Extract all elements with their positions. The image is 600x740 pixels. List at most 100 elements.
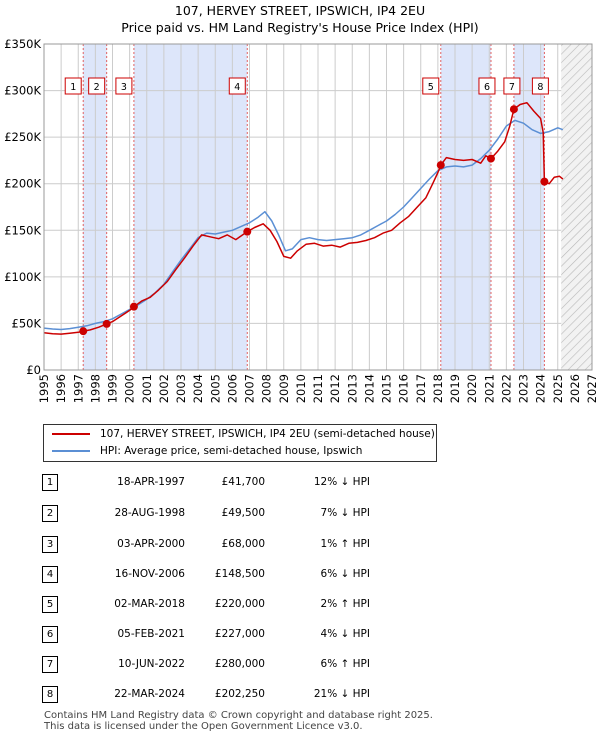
- x-tick-label: 2023: [517, 374, 531, 403]
- x-tick-label: 2021: [482, 374, 496, 403]
- sale-price: £202,250: [214, 688, 265, 700]
- shaded-band: [513, 44, 545, 370]
- x-tick-label: 2006: [225, 374, 239, 403]
- table-row: 7 10-JUN-2022 £280,000 6% ↑ HPI: [0, 654, 600, 676]
- legend-item-property: 107, HERVEY STREET, IPSWICH, IP4 2EU (se…: [52, 426, 435, 442]
- sale-point-4: [243, 227, 252, 236]
- table-row: 5 02-MAR-2018 £220,000 2% ↑ HPI: [0, 594, 600, 616]
- sale-marker-box-2: [88, 77, 106, 95]
- x-tick-label: 2000: [123, 374, 137, 403]
- x-tick-label: 2011: [311, 374, 325, 403]
- sale-marker-label-2: 2: [94, 82, 100, 93]
- table-row: 3 03-APR-2000 £68,000 1% ↑ HPI: [0, 534, 600, 556]
- legend-swatch-hpi: [52, 450, 90, 452]
- sale-price: £49,500: [221, 507, 265, 519]
- x-tick-label: 2004: [191, 374, 205, 403]
- sale-hpi-diff: 4% ↓ HPI: [320, 628, 370, 640]
- sale-price: £220,000: [214, 598, 265, 610]
- x-tick-label: 2010: [294, 374, 308, 403]
- legend-item-hpi: HPI: Average price, semi-detached house,…: [52, 443, 362, 459]
- shaded-band: [133, 44, 248, 370]
- sale-marker-label-1: 1: [70, 82, 76, 93]
- legend-label-property: 107, HERVEY STREET, IPSWICH, IP4 2EU (se…: [100, 428, 435, 440]
- y-tick-label: £50K: [12, 316, 42, 330]
- y-tick-label: £200K: [4, 177, 41, 191]
- sale-marker-label-8: 8: [537, 82, 543, 93]
- x-tick-label: 2024: [534, 374, 548, 403]
- sale-marker-label-4: 4: [234, 82, 240, 93]
- sale-hpi-diff: 6% ↑ HPI: [320, 658, 370, 670]
- x-tick-label: 2008: [260, 374, 274, 403]
- y-tick-label: £100K: [4, 270, 41, 284]
- sale-price: £41,700: [221, 476, 265, 488]
- x-tick-label: 2002: [157, 374, 171, 403]
- x-tick-label: 1999: [106, 374, 120, 403]
- x-tick-label: 2007: [243, 374, 257, 403]
- x-tick-label: 2027: [585, 374, 599, 403]
- sale-hpi-diff: 2% ↑ HPI: [320, 598, 370, 610]
- x-tick-label: 2015: [380, 374, 394, 403]
- sale-point-6: [486, 154, 495, 163]
- sale-marker-label-5: 5: [428, 82, 434, 93]
- sale-date: 02-MAR-2018: [114, 598, 185, 610]
- sale-point-1: [79, 327, 88, 336]
- legend: 107, HERVEY STREET, IPSWICH, IP4 2EU (se…: [43, 424, 437, 462]
- sale-marker-box-6: [478, 77, 496, 95]
- sale-marker-box-3: [115, 77, 133, 95]
- sale-number-badge: 8: [42, 686, 58, 703]
- x-tick-label: 2003: [174, 374, 188, 403]
- x-tick-label: 2009: [277, 374, 291, 403]
- sale-marker-box-8: [531, 77, 549, 95]
- sale-number-badge: 5: [42, 596, 58, 613]
- chart-title-block: 107, HERVEY STREET, IPSWICH, IP4 2EU Pri…: [0, 2, 600, 36]
- x-tick-label: 2018: [431, 374, 445, 403]
- sale-hpi-diff: 12% ↓ HPI: [313, 476, 370, 488]
- chart-title: 107, HERVEY STREET, IPSWICH, IP4 2EU: [174, 3, 426, 18]
- sale-marker-box-1: [64, 77, 82, 95]
- sale-date: 16-NOV-2006: [114, 568, 185, 580]
- price-chart: 1 2 3 4 5 6 7 8 £0 £50K £100K £150K £200K £250K £300K…: [4, 38, 599, 403]
- sale-marker-box-7: [503, 77, 521, 95]
- sale-price: £148,500: [214, 568, 265, 580]
- sale-date: 28-AUG-1998: [114, 507, 185, 519]
- sale-point-2: [102, 319, 111, 328]
- chart-subtitle: Price paid vs. HM Land Registry's House …: [121, 20, 479, 35]
- sale-date: 03-APR-2000: [117, 538, 185, 550]
- y-tick-label: £250K: [4, 130, 41, 144]
- y-tick-label: £300K: [4, 84, 41, 98]
- y-tick-label: £150K: [4, 223, 41, 237]
- sale-point-3: [129, 302, 138, 311]
- shaded-band: [440, 44, 491, 370]
- legend-swatch-property: [52, 433, 90, 435]
- sale-date: 05-FEB-2021: [117, 628, 185, 640]
- sale-marker-box-5: [422, 77, 440, 95]
- sale-number-badge: 1: [42, 474, 58, 491]
- sale-hpi-diff: 21% ↓ HPI: [313, 688, 370, 700]
- sale-number-badge: 3: [42, 536, 58, 553]
- footer-licence: This data is licensed under the Open Gov…: [44, 721, 363, 732]
- x-tick-label: 2001: [140, 374, 154, 403]
- sale-number-badge: 4: [42, 566, 58, 583]
- x-tick-label: 2026: [568, 374, 582, 403]
- x-tick-label: 2014: [362, 374, 376, 403]
- legend-label-hpi: HPI: Average price, semi-detached house,…: [100, 445, 363, 457]
- sale-date: 10-JUN-2022: [118, 658, 185, 670]
- x-tick-label: 1998: [88, 374, 102, 403]
- sale-price: £280,000: [214, 658, 265, 670]
- y-tick-label: £350K: [4, 38, 41, 51]
- sale-marker-label-6: 6: [484, 82, 490, 93]
- sale-marker-box-4: [228, 77, 246, 95]
- sale-point-7: [509, 105, 518, 114]
- x-tick-label: 2016: [397, 374, 411, 403]
- x-tick-label: 2013: [345, 374, 359, 403]
- plot-frame: [43, 43, 593, 371]
- sale-hpi-diff: 7% ↓ HPI: [320, 507, 370, 519]
- x-tick-label: 2019: [448, 374, 462, 403]
- sale-price: £227,000: [214, 628, 265, 640]
- sale-point-8: [540, 177, 549, 186]
- x-tick-label: 2017: [414, 374, 428, 403]
- x-tick-label: 2022: [499, 374, 513, 403]
- x-tick-label: 2012: [328, 374, 342, 403]
- footer-copyright: Contains HM Land Registry data © Crown c…: [44, 710, 433, 721]
- table-row: 8 22-MAR-2024 £202,250 21% ↓ HPI: [0, 684, 600, 706]
